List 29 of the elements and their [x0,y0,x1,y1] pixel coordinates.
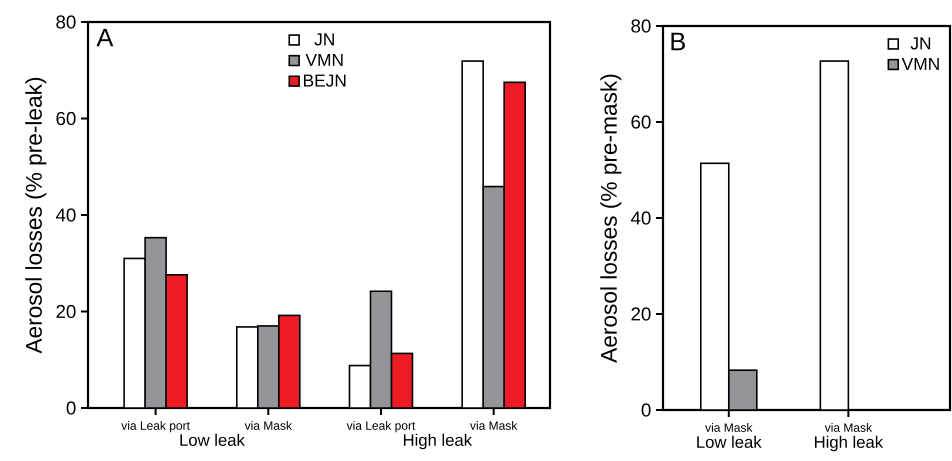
x-tick-label: via Mask [705,423,752,432]
text: Low leak [180,434,245,446]
text: High leak [814,436,884,452]
x-tick-label: via Mask [824,423,872,432]
chart-title: A [96,28,114,46]
legend-label: JN [910,37,930,50]
text: Low leak [697,436,762,448]
y-tick-label: 40 [630,211,651,225]
y-tick-label: 0 [66,401,76,415]
y-axis-title: Aerosol losses (% pre-mask) [600,74,622,363]
text: High leak [404,434,472,450]
chart-title: B [671,32,685,50]
y-tick-label: 40 [56,208,76,222]
y-tick-label: 80 [56,15,76,29]
x-tick-label: via Mask [470,421,518,430]
x-tick-label: via Mask [244,421,292,430]
y-tick-label: 0 [642,403,651,417]
y-tick-label: 20 [631,307,651,321]
x-tick-label: via Leak port [346,421,416,432]
x-tick-label: via Leak port [121,421,190,432]
y-tick-label: 60 [631,115,651,129]
legend-label: VMN [902,58,939,70]
y-tick-label: 80 [631,19,651,33]
legend-label: JN [314,33,334,46]
y-tick-label: 60 [56,112,76,126]
legend-label: BEJN [304,74,346,87]
y-axis-title: Aerosol losses (% pre-leak) [25,78,46,354]
y-tick-label: 20 [56,304,76,318]
legend-label: VMN [306,54,343,66]
